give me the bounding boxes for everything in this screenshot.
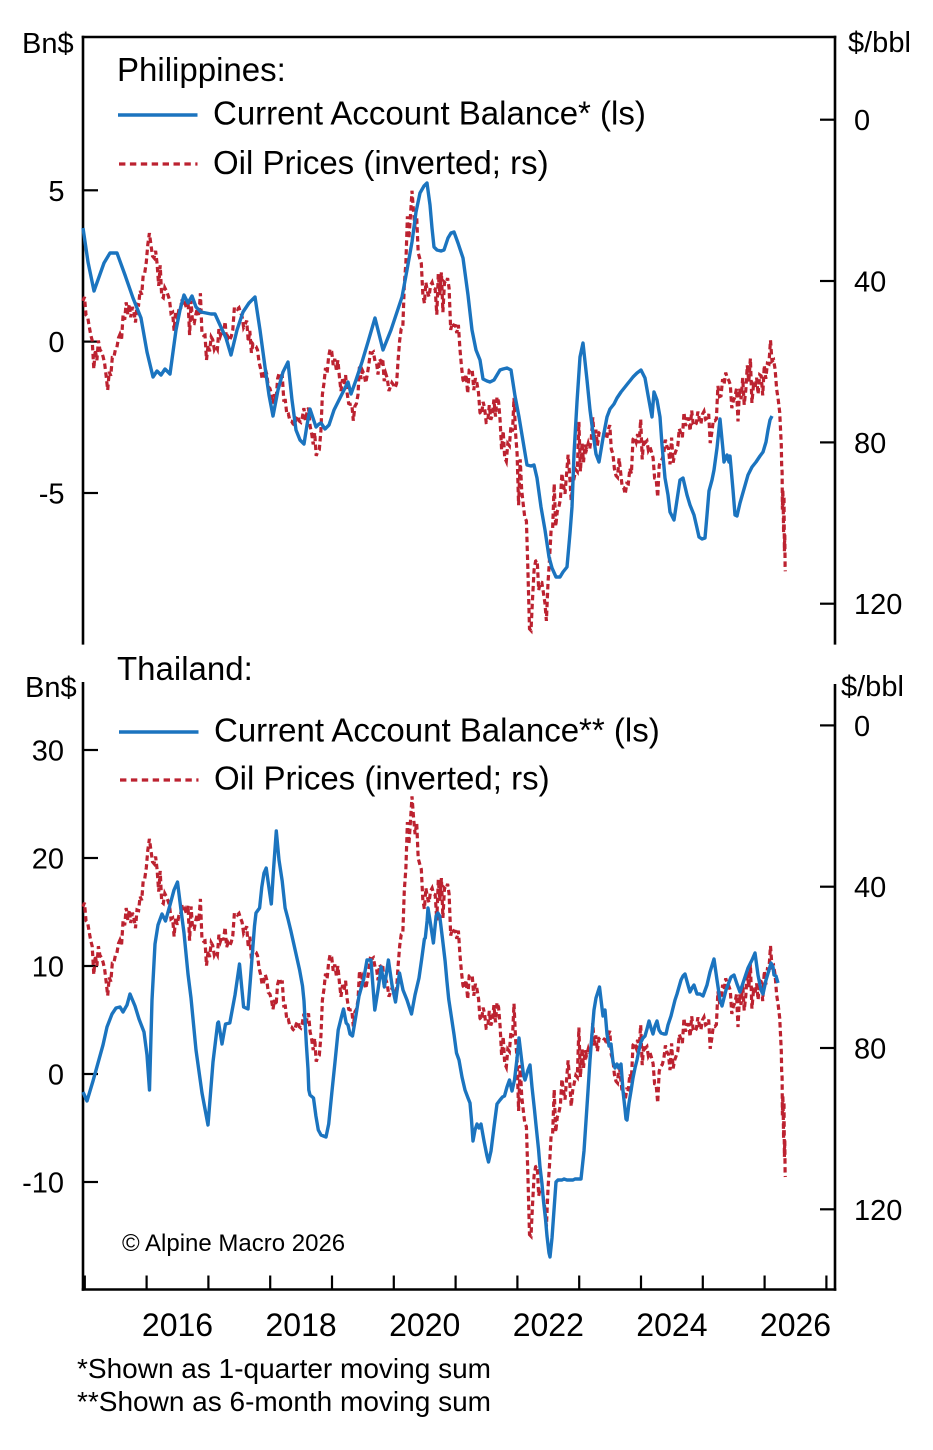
svg-text:2016: 2016 [142,1307,213,1343]
svg-text:2020: 2020 [389,1307,460,1343]
svg-text:*Shown as 1-quarter moving sum: *Shown as 1-quarter moving sum [77,1353,491,1384]
svg-text:Bn$: Bn$ [22,28,74,60]
svg-text:Bn$: Bn$ [25,672,77,704]
svg-text:2018: 2018 [266,1307,337,1343]
svg-text:30: 30 [32,736,64,768]
svg-text:40: 40 [854,872,886,904]
svg-text:Oil Prices (inverted; rs): Oil Prices (inverted; rs) [214,760,550,797]
svg-text:$/bbl: $/bbl [841,671,904,703]
svg-text:0: 0 [854,105,870,137]
svg-text:Philippines:: Philippines: [117,51,286,88]
svg-text:80: 80 [854,428,886,460]
svg-text:2022: 2022 [513,1307,584,1343]
svg-text:-5: -5 [39,479,65,511]
svg-text:Oil Prices (inverted; rs): Oil Prices (inverted; rs) [213,144,549,181]
svg-text:0: 0 [48,327,64,359]
svg-text:10: 10 [32,952,64,984]
svg-text:-10: -10 [22,1168,64,1200]
svg-text:$/bbl: $/bbl [848,27,911,59]
svg-text:2024: 2024 [636,1307,707,1343]
svg-text:120: 120 [854,1195,902,1227]
svg-text:Current Account Balance** (ls): Current Account Balance** (ls) [214,712,660,749]
svg-text:40: 40 [854,267,886,299]
svg-text:120: 120 [854,589,902,621]
svg-text:© Alpine Macro 2026: © Alpine Macro 2026 [122,1230,345,1257]
svg-text:Current Account Balance* (ls): Current Account Balance* (ls) [213,95,646,132]
svg-text:5: 5 [48,176,64,208]
svg-text:20: 20 [32,844,64,876]
svg-text:**Shown as 6-month moving sum: **Shown as 6-month moving sum [77,1386,491,1417]
svg-text:2026: 2026 [760,1307,831,1343]
svg-text:80: 80 [854,1034,886,1066]
svg-text:0: 0 [854,711,870,743]
svg-text:Thailand:: Thailand: [117,650,253,687]
svg-text:0: 0 [48,1060,64,1092]
